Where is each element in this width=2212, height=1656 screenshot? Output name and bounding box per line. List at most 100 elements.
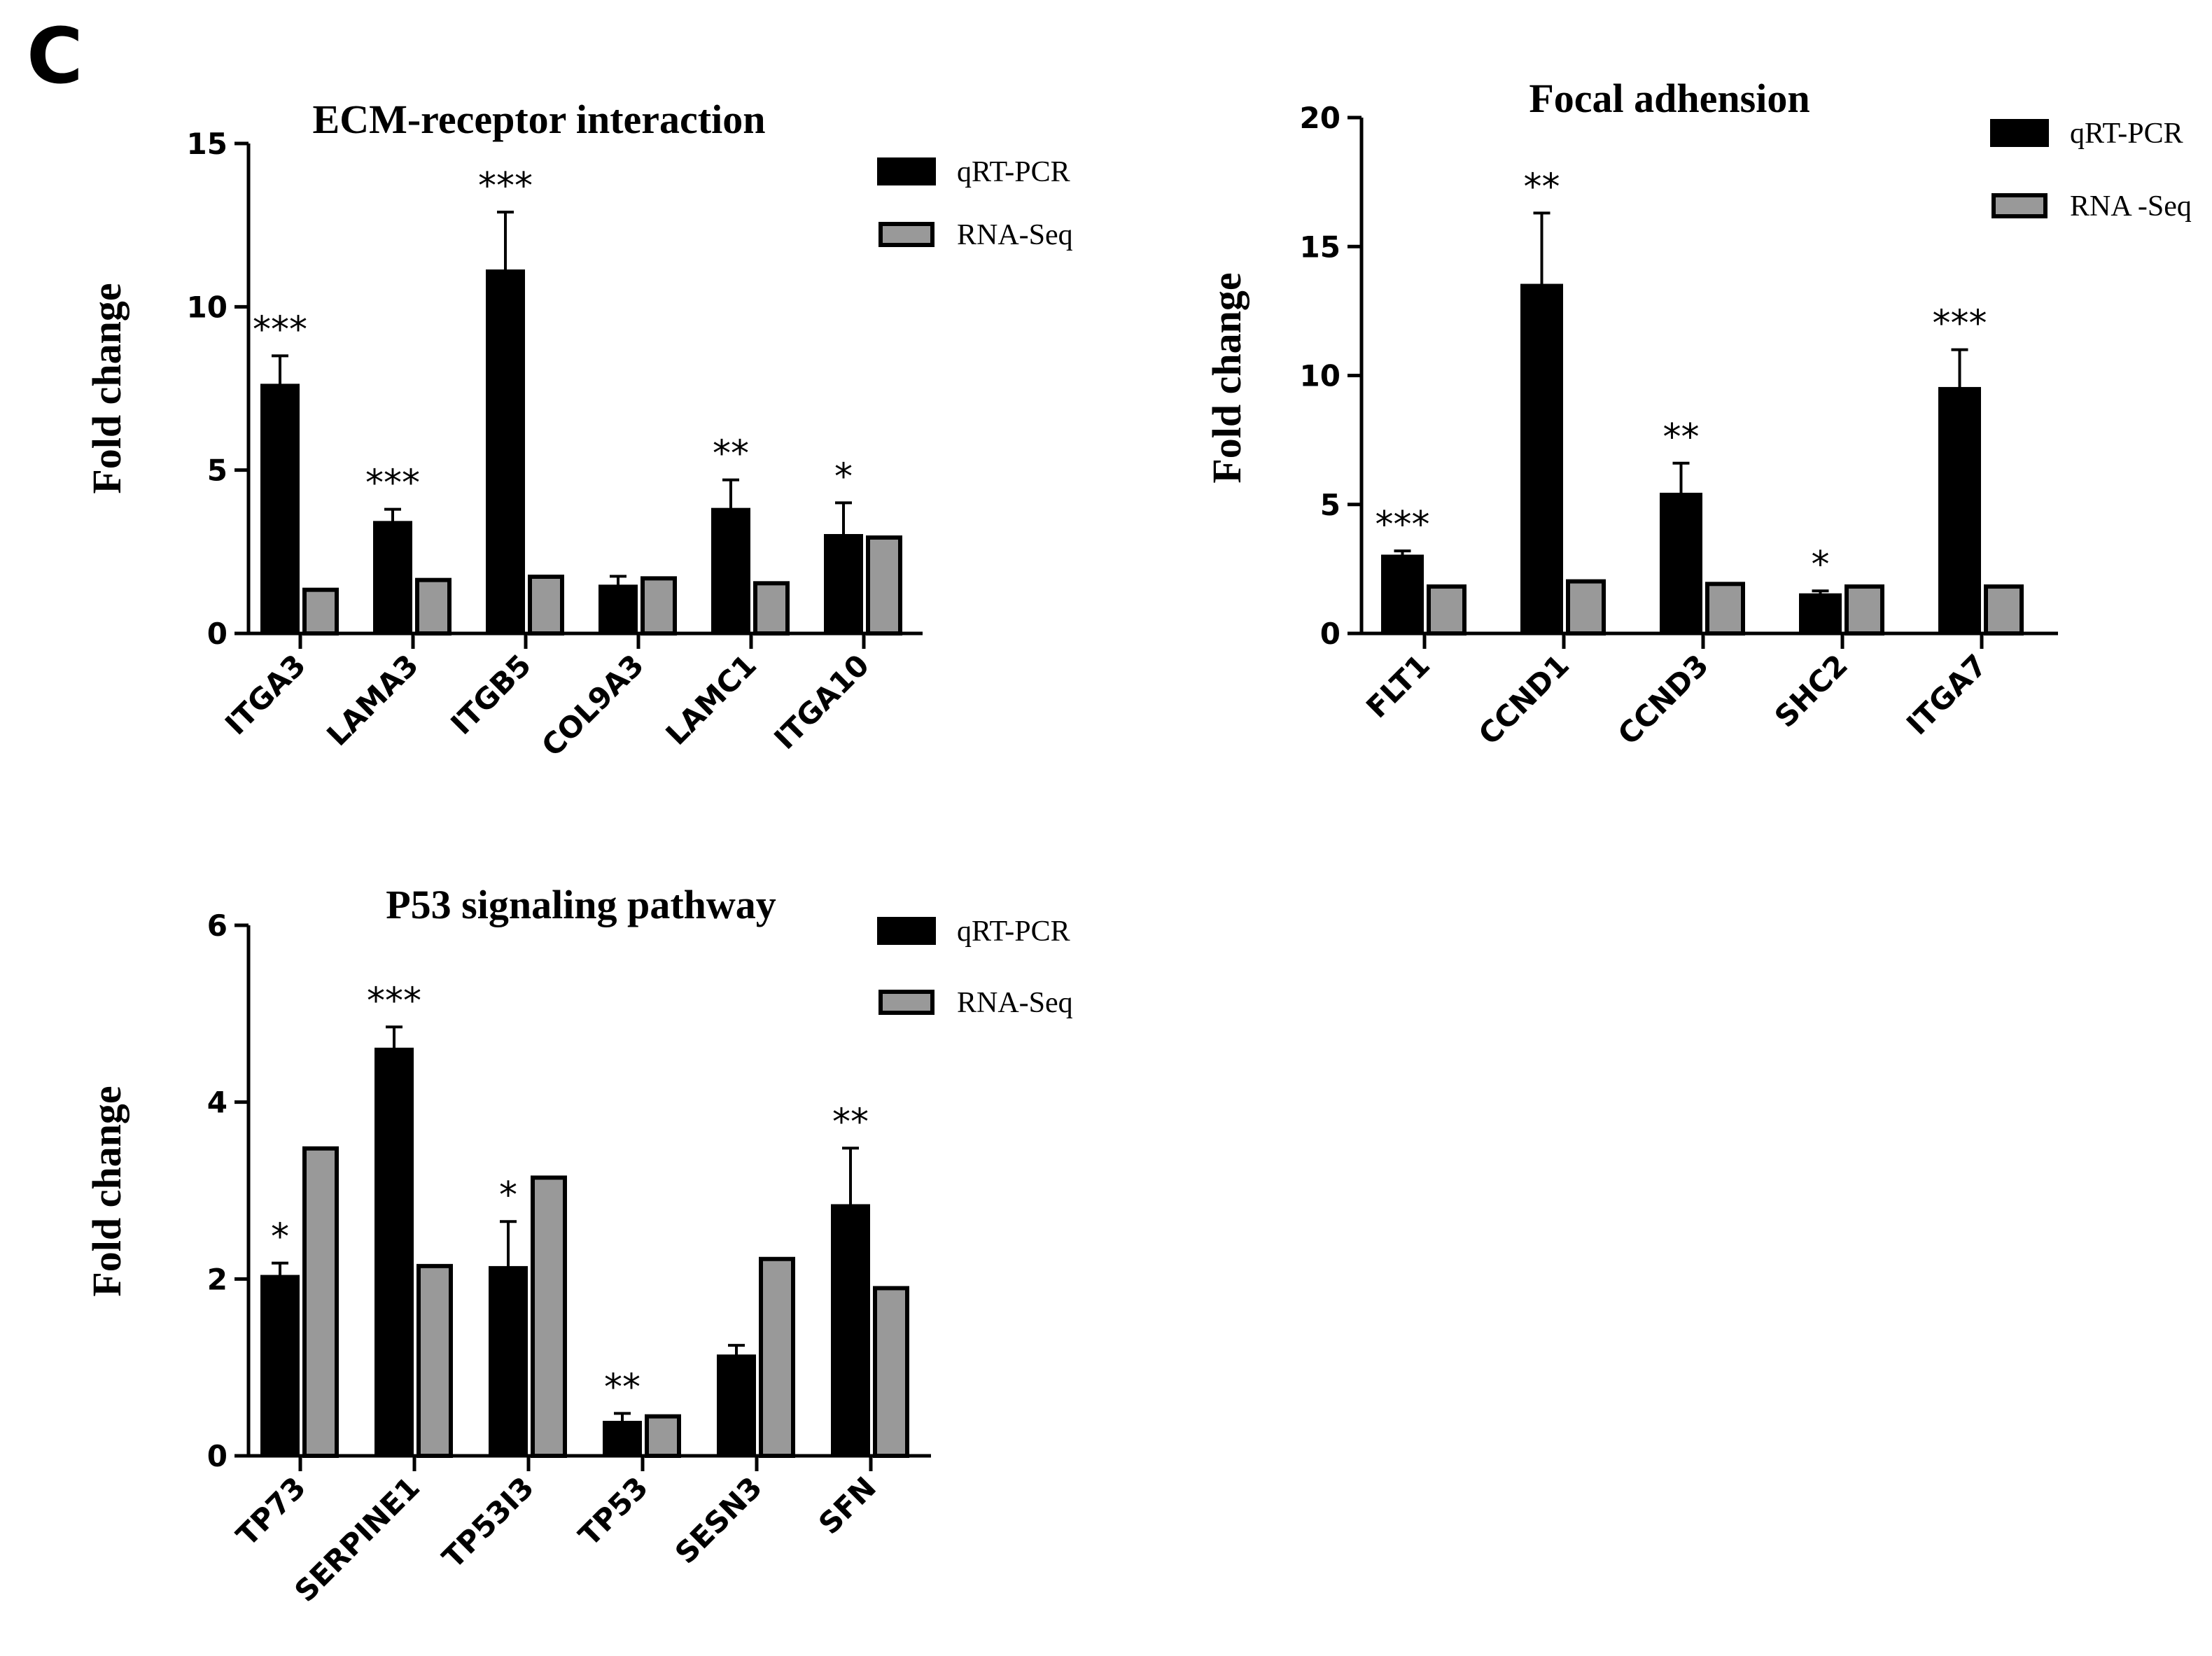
bar-qrt-pcr — [603, 1420, 642, 1457]
y-axis-label: Fold change — [84, 283, 130, 493]
x-tick-label: LAMC1 — [659, 647, 764, 752]
significance-marker: * — [834, 456, 853, 498]
bar-qrt-pcr — [1660, 493, 1702, 636]
bar-rna-seq — [866, 535, 902, 636]
significance-marker: ** — [832, 1101, 869, 1143]
y-axis-label: Fold change — [84, 1086, 130, 1296]
y-tick-label: 10 — [187, 290, 227, 324]
bar-rna-seq — [753, 581, 790, 636]
legend-swatch-qrt-pcr — [1990, 119, 2049, 147]
x-tick-label: SFN — [812, 1470, 883, 1541]
legend-label-rna-seq: RNA-Seq — [957, 987, 1073, 1019]
y-tick-label: 10 — [1300, 359, 1340, 393]
bar-rna-seq — [759, 1256, 795, 1458]
significance-marker: * — [271, 1216, 289, 1258]
y-tick-label: 6 — [207, 908, 227, 943]
bar-qrt-pcr — [1799, 593, 1842, 635]
bar-rna-seq — [873, 1286, 909, 1458]
significance-marker: *** — [478, 165, 533, 207]
significance-marker: ** — [1663, 416, 1700, 458]
x-tick-label: TP53 — [572, 1470, 654, 1552]
bar-qrt-pcr — [374, 1047, 414, 1458]
y-tick-label: 5 — [207, 454, 227, 488]
significance-marker: *** — [367, 980, 421, 1022]
legend-swatch-rna-seq — [1991, 193, 2047, 218]
bar-qrt-pcr — [598, 584, 638, 635]
x-tick-label: CCND1 — [1472, 647, 1576, 751]
significance-marker: *** — [1933, 303, 1987, 345]
x-tick-label: SESN3 — [668, 1470, 769, 1570]
bar-qrt-pcr — [1381, 554, 1424, 636]
significance-marker: ** — [1524, 166, 1560, 208]
x-tick-label: ITGA7 — [1900, 647, 1994, 741]
bar-qrt-pcr — [717, 1354, 756, 1457]
y-tick-label: 15 — [187, 127, 227, 161]
y-tick-label: 0 — [207, 617, 227, 651]
bar-rna-seq — [302, 1146, 339, 1459]
legend-label-qrt-pcr: qRT-PCR — [957, 156, 1070, 188]
y-axis-label: Fold change — [1204, 272, 1250, 483]
chart-1: ECM-receptor interaction Fold change 0 5 10 1… — [84, 97, 1073, 763]
bar-qrt-pcr — [373, 521, 412, 635]
bar-qrt-pcr — [1520, 283, 1563, 635]
x-tick-label: ITGB5 — [444, 647, 538, 741]
x-tick-label: COL9A3 — [535, 647, 650, 763]
legend-swatch-qrt-pcr — [877, 157, 936, 185]
x-tick-label: LAMA3 — [320, 647, 425, 752]
significance-marker: *** — [365, 463, 420, 505]
bar-rna-seq — [1427, 584, 1466, 636]
y-tick-label: 15 — [1300, 230, 1340, 264]
bar-rna-seq — [640, 576, 677, 636]
significance-marker: ** — [604, 1366, 640, 1408]
bar-rna-seq — [645, 1414, 681, 1458]
bar-qrt-pcr — [260, 1275, 300, 1457]
bar-rna-seq — [1844, 584, 1884, 636]
bar-qrt-pcr — [489, 1265, 528, 1458]
bar-rna-seq — [302, 587, 339, 636]
chart-title: P53 signaling pathway — [386, 882, 776, 927]
bar-qrt-pcr — [1938, 386, 1981, 635]
x-tick-label: TP53I3 — [435, 1470, 540, 1575]
legend-swatch-rna-seq — [878, 990, 934, 1015]
significance-marker: *** — [253, 309, 307, 351]
significance-marker: *** — [1376, 504, 1430, 546]
bar-qrt-pcr — [486, 269, 525, 635]
y-tick-label: 5 — [1320, 488, 1340, 522]
significance-marker: ** — [713, 433, 749, 475]
bar-rna-seq — [528, 575, 564, 636]
significance-marker: * — [499, 1174, 517, 1216]
x-tick-label: ITGA3 — [218, 647, 312, 741]
bar-rna-seq — [1705, 582, 1745, 636]
chart-title: ECM-receptor interaction — [313, 97, 766, 142]
bar-qrt-pcr — [824, 534, 863, 635]
legend-label-qrt-pcr: qRT-PCR — [957, 915, 1070, 948]
y-tick-label: 2 — [207, 1262, 227, 1296]
bar-rna-seq — [1566, 579, 1606, 636]
y-tick-label: 4 — [207, 1086, 227, 1120]
legend-label-rna-seq: RNA -Seq — [2070, 190, 2192, 223]
panel-letter: C — [27, 11, 83, 101]
bar-rna-seq — [531, 1175, 567, 1458]
legend-label-qrt-pcr: qRT-PCR — [2070, 118, 2183, 150]
significance-marker: * — [1812, 544, 1830, 586]
y-tick-label: 0 — [207, 1439, 227, 1473]
legend-swatch-rna-seq — [878, 222, 934, 247]
chart-title: Focal adhension — [1529, 76, 1809, 121]
bar-rna-seq — [415, 577, 451, 636]
y-tick-label: 0 — [1320, 617, 1340, 651]
chart-3: P53 signaling pathway Fold change 0 2 4 6 * TP7… — [84, 882, 1073, 1608]
bar-qrt-pcr — [831, 1204, 870, 1458]
x-tick-label: SHC2 — [1768, 647, 1854, 734]
x-tick-label: TP73 — [230, 1470, 312, 1552]
legend-swatch-qrt-pcr — [877, 917, 936, 945]
x-tick-label: FLT1 — [1359, 647, 1436, 724]
bar-rna-seq — [416, 1263, 453, 1459]
x-tick-label: CCND3 — [1611, 647, 1715, 751]
bar-qrt-pcr — [260, 384, 300, 635]
legend-label-rna-seq: RNA-Seq — [957, 219, 1073, 251]
bar-qrt-pcr — [711, 507, 750, 636]
y-tick-label: 20 — [1300, 101, 1340, 135]
x-tick-label: ITGA10 — [767, 647, 876, 756]
